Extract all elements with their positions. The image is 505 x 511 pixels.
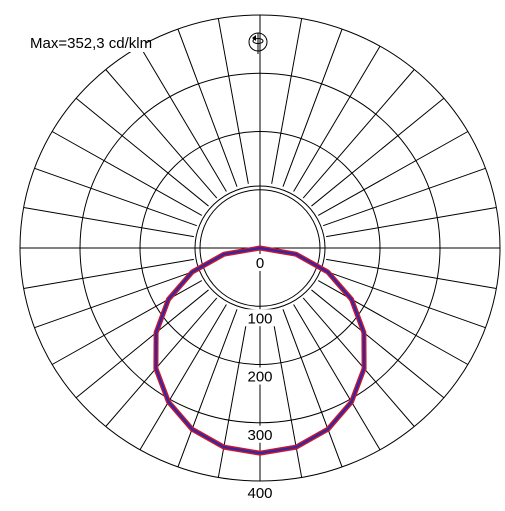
grid-spoke bbox=[326, 258, 497, 289]
grid-spoke bbox=[302, 69, 415, 199]
grid-spoke bbox=[139, 304, 227, 451]
grid-spoke bbox=[105, 69, 218, 199]
grid-spoke bbox=[293, 45, 381, 192]
grid-spoke bbox=[177, 309, 238, 468]
rotation-symbol-icon bbox=[248, 32, 268, 54]
grid-spoke bbox=[34, 167, 198, 227]
intensity-curve bbox=[153, 245, 367, 456]
tick-label: 0 bbox=[256, 255, 264, 272]
grid-spoke bbox=[293, 304, 381, 451]
grid-spoke bbox=[139, 45, 227, 192]
grid-spoke bbox=[322, 167, 486, 227]
grid-spoke bbox=[302, 297, 415, 427]
tick-label: 200 bbox=[247, 369, 272, 386]
tick-label-bg bbox=[244, 309, 276, 327]
grid-spoke bbox=[105, 297, 218, 427]
grid-spoke bbox=[34, 269, 198, 329]
grid-spoke bbox=[75, 97, 209, 207]
grid-spoke bbox=[282, 309, 343, 468]
grid-spoke bbox=[317, 131, 469, 216]
grid-spoke bbox=[217, 312, 249, 478]
grid-spoke bbox=[51, 280, 203, 365]
max-label: Max=352,3 cd/klm bbox=[30, 35, 152, 52]
grid-spoke bbox=[311, 97, 445, 207]
tick-label-bg bbox=[244, 484, 276, 501]
curve-line bbox=[154, 246, 366, 455]
grid-spoke bbox=[271, 18, 303, 184]
grid-spoke bbox=[51, 131, 203, 216]
tick-label-bg bbox=[244, 367, 276, 385]
grid-spoke bbox=[317, 280, 469, 365]
grid-spoke bbox=[75, 289, 209, 399]
tick-label: 300 bbox=[247, 427, 272, 444]
polar-grid bbox=[19, 14, 501, 482]
max-label-bg bbox=[28, 32, 146, 52]
grid-spoke bbox=[271, 312, 303, 478]
tick-label: 400 bbox=[247, 485, 272, 502]
grid-spoke bbox=[23, 207, 194, 238]
grid-spoke bbox=[177, 28, 238, 187]
grid-spoke bbox=[326, 207, 497, 238]
grid-spoke bbox=[322, 269, 486, 329]
grid-spoke bbox=[282, 28, 343, 187]
tick-label-bg bbox=[244, 425, 276, 443]
tick-label: 100 bbox=[247, 310, 272, 327]
grid-spoke bbox=[311, 289, 445, 399]
tick-label-bg bbox=[253, 254, 267, 271]
grid-spoke bbox=[23, 258, 194, 289]
radial-tick-labels: 0 100 200 300 400 bbox=[244, 254, 276, 502]
grid-spoke bbox=[217, 18, 249, 184]
